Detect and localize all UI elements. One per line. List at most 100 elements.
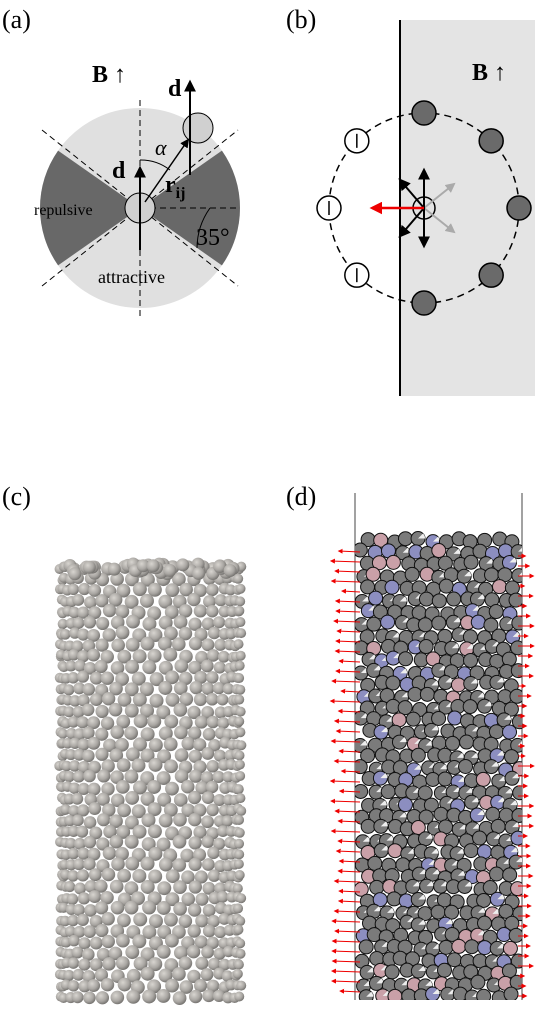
particle — [188, 836, 202, 850]
particle — [206, 715, 220, 729]
force-arrow — [338, 748, 361, 754]
particle — [57, 618, 69, 629]
particle-highlight — [400, 668, 408, 674]
particle — [201, 638, 215, 652]
particle — [140, 748, 155, 763]
particle — [60, 804, 71, 815]
force-arrow — [330, 828, 361, 834]
particle-highlight — [376, 978, 384, 984]
diagram-a: B ↑ d d α rij repulsive attractive 35° — [34, 62, 240, 318]
particle — [158, 726, 173, 741]
particle — [132, 868, 147, 883]
particle — [181, 870, 195, 884]
particle — [126, 989, 141, 1004]
particle — [163, 563, 177, 577]
particle — [236, 805, 247, 816]
particle — [108, 946, 123, 961]
particle — [77, 628, 90, 641]
particle — [431, 543, 447, 559]
particle-highlight — [491, 761, 499, 767]
particle — [102, 603, 117, 618]
particle — [492, 579, 508, 595]
particle — [181, 892, 196, 906]
particle-highlight — [498, 776, 506, 782]
particle — [88, 583, 102, 597]
particle — [234, 716, 245, 727]
particle — [67, 583, 80, 596]
particle — [214, 925, 227, 939]
particle — [206, 803, 219, 817]
particle — [81, 948, 95, 961]
particle — [188, 989, 203, 1004]
particle — [141, 813, 156, 828]
force-arrow — [335, 608, 361, 614]
particle — [355, 542, 368, 558]
particle — [165, 869, 180, 884]
particle — [187, 592, 201, 607]
particle — [140, 879, 155, 894]
particle — [201, 835, 215, 848]
particle — [234, 660, 245, 671]
particle — [61, 760, 72, 772]
particle — [73, 748, 86, 761]
particle — [235, 770, 246, 781]
particle — [63, 969, 75, 981]
particle — [164, 605, 179, 620]
particle-highlight — [439, 764, 447, 770]
particle — [125, 659, 139, 674]
angle-label: 35° — [196, 225, 230, 251]
particle-highlight — [471, 797, 479, 803]
particle — [201, 791, 215, 805]
particle — [470, 614, 486, 630]
force-arrow — [423, 182, 456, 209]
particle — [94, 879, 108, 893]
particle — [142, 660, 157, 675]
force-arrow — [398, 178, 425, 209]
particle — [212, 682, 225, 695]
particle — [179, 980, 194, 994]
particle — [156, 901, 171, 915]
particle-highlight — [386, 835, 394, 841]
repulsive-sector — [39, 150, 140, 266]
particle — [158, 813, 173, 828]
particle — [504, 749, 520, 765]
particle — [76, 913, 89, 927]
particle — [234, 991, 245, 1002]
force-arrow — [329, 698, 361, 704]
force-arrow — [330, 968, 361, 974]
particle-highlight — [486, 558, 494, 564]
particle-highlight — [412, 881, 420, 887]
force-arrow — [330, 738, 361, 744]
particle — [103, 824, 117, 839]
force-arrow — [333, 718, 361, 724]
particle — [202, 924, 216, 938]
particle — [510, 663, 522, 679]
particle — [235, 948, 246, 959]
force-arrow — [331, 978, 361, 984]
particle — [235, 727, 246, 738]
particle — [165, 583, 180, 598]
particle — [201, 682, 215, 696]
r-main: r — [165, 172, 176, 198]
particle-highlight — [407, 848, 415, 854]
particle — [235, 596, 246, 607]
particle — [156, 837, 171, 852]
particle-highlight — [362, 596, 370, 602]
particle — [444, 904, 460, 920]
particle-highlight — [470, 678, 478, 684]
particle — [165, 978, 180, 993]
force-arrow — [331, 678, 361, 684]
particle — [398, 651, 414, 667]
particle — [233, 639, 244, 650]
particle — [503, 986, 519, 1000]
force-arrow — [423, 207, 456, 234]
particle — [82, 683, 95, 696]
particle — [187, 790, 202, 805]
particle — [387, 843, 403, 859]
particle — [207, 869, 221, 882]
particle — [206, 979, 220, 993]
particle — [386, 891, 402, 907]
particle — [193, 738, 207, 752]
particle — [157, 636, 172, 651]
particle — [179, 692, 194, 706]
